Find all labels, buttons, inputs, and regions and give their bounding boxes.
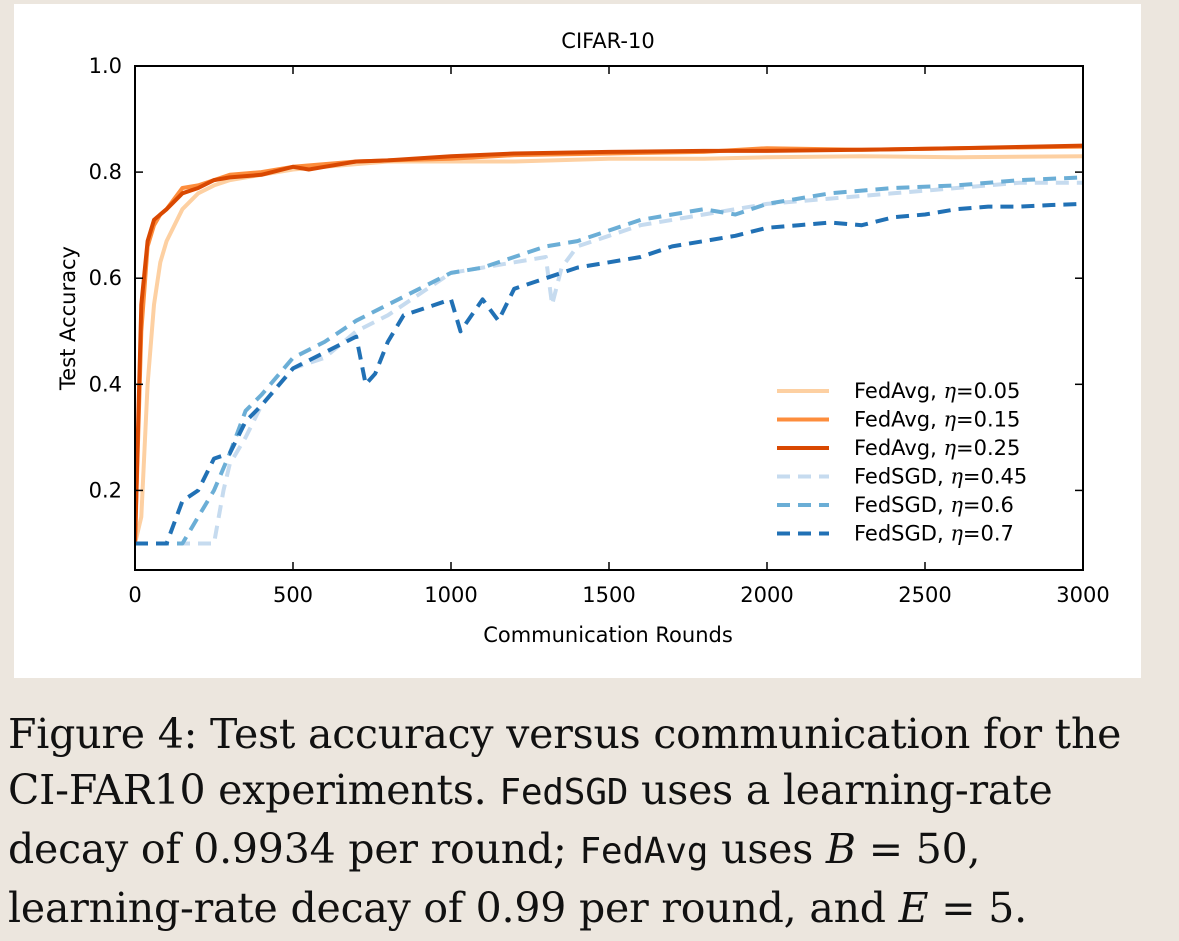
caption-text-2: uses a learning-rate decay of 0.9934 per…: [8, 766, 1053, 873]
x-tick-label: 1000: [424, 583, 477, 607]
series-line-6: [135, 201, 1083, 546]
legend-label-4: FedSGD, η=0.45: [854, 465, 1027, 489]
figure-panel: CIFAR-10 0 500 1000 1500 2000 2500 3000 0.2 0.4…: [14, 4, 1141, 678]
x-tick-label: 0: [128, 583, 141, 607]
caption-fedavg-code: FedAvg: [579, 831, 709, 872]
x-tick-label: 3000: [1056, 583, 1109, 607]
caption-eq-1: = 50: [868, 825, 968, 873]
legend: FedAvg, η=0.05 FedAvg, η=0.15 FedAvg, η=0.…: [777, 379, 1027, 546]
y-tick-label: 0.6: [89, 266, 122, 290]
y-tick-label: 1.0: [89, 54, 122, 78]
caption-text-1: Figure 4: Test accuracy versus communica…: [8, 710, 1122, 814]
chart: CIFAR-10 0 500 1000 1500 2000 2500 3000 0.2 0.4…: [56, 29, 1110, 647]
caption-math-b: B: [825, 825, 856, 873]
legend-label-5: FedSGD, η=0.6: [854, 493, 1014, 517]
legend-label-3: FedAvg, η=0.25: [854, 436, 1020, 460]
caption-text-5: .: [1014, 884, 1027, 932]
series-line-5: [135, 175, 1083, 546]
caption-math-e: E: [898, 884, 929, 932]
x-tick-label: 500: [273, 583, 313, 607]
legend-label-6: FedSGD, η=0.7: [854, 522, 1014, 546]
series-line-4: [135, 180, 1083, 546]
y-axis-label: Test Accuracy: [56, 246, 80, 391]
x-axis-label: Communication Rounds: [483, 623, 733, 647]
caption-fedsgd-code: FedSGD: [499, 772, 629, 813]
legend-label-2: FedAvg, η=0.15: [854, 408, 1020, 432]
series-line-3: [135, 143, 1083, 544]
chart-title: CIFAR-10: [561, 29, 654, 53]
figure-caption: Figure 4: Test accuracy versus communica…: [8, 706, 1168, 936]
y-tick-label: 0.2: [89, 478, 122, 502]
caption-eq-2: = 5: [941, 884, 1015, 932]
y-tick-label: 0.8: [89, 160, 122, 184]
x-tick-label: 1500: [582, 583, 635, 607]
x-tick-label: 2500: [898, 583, 951, 607]
series-line-1: [135, 154, 1083, 544]
caption-text-3: uses: [721, 825, 814, 873]
x-tick-label: 2000: [740, 583, 793, 607]
caption-text-4: , learning-rate decay of 0.99 per round,…: [8, 825, 981, 932]
legend-label-1: FedAvg, η=0.05: [854, 379, 1020, 403]
y-tick-label: 0.4: [89, 372, 122, 396]
